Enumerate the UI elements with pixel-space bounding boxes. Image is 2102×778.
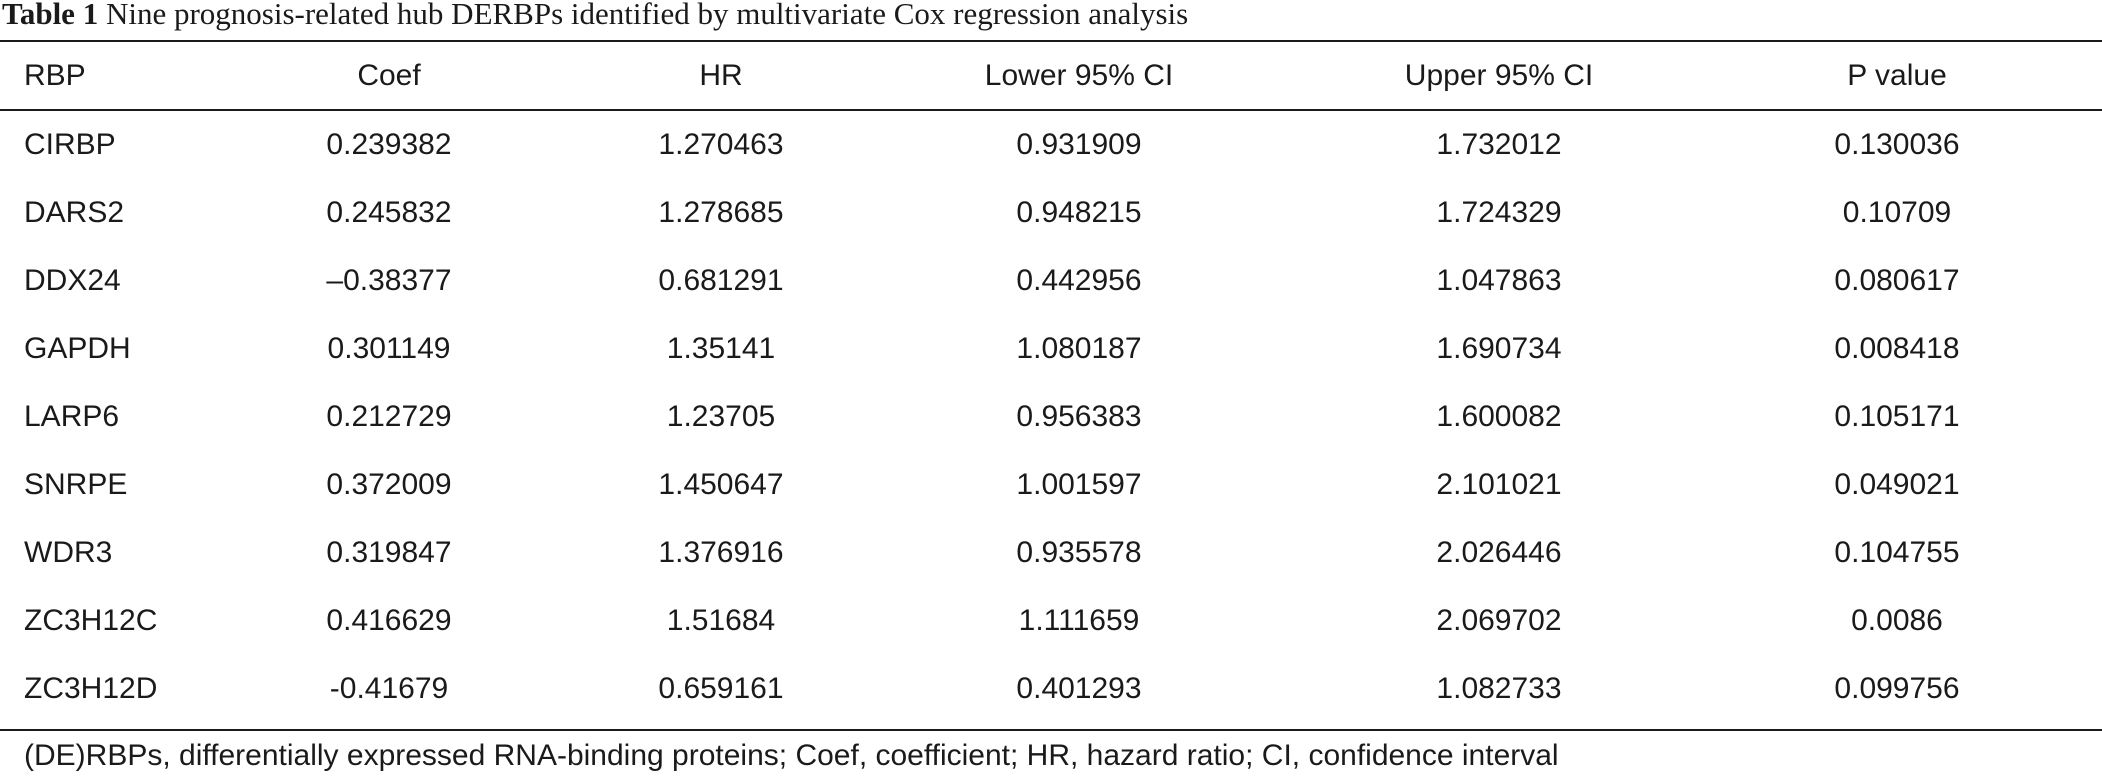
cell-upper-ci: 1.600082	[1436, 400, 1562, 433]
cell-lower-ci: 1.080187	[1016, 332, 1142, 365]
cell-hr: 1.23705	[666, 400, 776, 433]
cell-rbp: ZC3H12D	[24, 672, 158, 705]
cell-rbp: LARP6	[24, 400, 120, 433]
cell-lower-ci: 1.001597	[1016, 468, 1142, 501]
cell-hr: 0.659161	[658, 672, 784, 705]
cell-upper-ci: 1.732012	[1436, 128, 1562, 161]
cell-coef: 0.416629	[326, 604, 452, 637]
cell-lower-ci: 0.956383	[1016, 400, 1142, 433]
cell-upper-ci: 1.724329	[1436, 196, 1562, 229]
cell-hr: 1.35141	[666, 332, 776, 365]
header-hr: HR	[699, 59, 743, 92]
table-footnote: (DE)RBPs, differentially expressed RNA-b…	[24, 739, 1559, 772]
cell-upper-ci: 1.047863	[1436, 264, 1562, 297]
cell-upper-ci: 2.069702	[1436, 604, 1562, 637]
cell-p-value: 0.130036	[1834, 128, 1960, 161]
cell-upper-ci: 2.101021	[1436, 468, 1562, 501]
table-row: DARS2 0.245832 1.278685 0.948215 1.72432…	[0, 179, 2102, 247]
table-bottom-rule	[0, 729, 2102, 731]
table-row: DDX24 –0.38377 0.681291 0.442956 1.04786…	[0, 247, 2102, 315]
cell-upper-ci: 1.690734	[1436, 332, 1562, 365]
cell-rbp: DARS2	[24, 196, 125, 229]
table-row: ZC3H12D -0.41679 0.659161 0.401293 1.082…	[0, 655, 2102, 723]
table-caption-text: Nine prognosis-related hub DERBPs identi…	[105, 0, 1189, 31]
cell-rbp: WDR3	[24, 536, 113, 569]
cell-lower-ci: 0.931909	[1016, 128, 1142, 161]
cell-hr: 1.376916	[658, 536, 784, 569]
cell-coef: 0.372009	[326, 468, 452, 501]
cell-p-value: 0.080617	[1834, 264, 1960, 297]
cell-coef: 0.301149	[327, 332, 451, 365]
cell-coef: -0.41679	[329, 672, 449, 705]
cell-p-value: 0.099756	[1834, 672, 1960, 705]
cell-rbp: SNRPE	[24, 468, 128, 501]
table-header-rule	[0, 109, 2102, 111]
cell-coef: 0.319847	[326, 536, 452, 569]
table-row: GAPDH 0.301149 1.35141 1.080187 1.690734…	[0, 315, 2102, 383]
header-p-value: P value	[1847, 59, 1947, 92]
table-row: WDR3 0.319847 1.376916 0.935578 2.026446…	[0, 519, 2102, 587]
header-coef: Coef	[357, 59, 421, 92]
cell-hr: 1.270463	[658, 128, 784, 161]
cell-hr: 1.450647	[658, 468, 784, 501]
cell-rbp: CIRBP	[24, 128, 116, 161]
cell-upper-ci: 2.026446	[1436, 536, 1562, 569]
table-header-row: RBP Coef HR Lower 95% CI Upper 95% CI P …	[0, 42, 2102, 110]
header-rbp: RBP	[24, 59, 86, 92]
table-row: LARP6 0.212729 1.23705 0.956383 1.600082…	[0, 383, 2102, 451]
cell-hr: 1.278685	[658, 196, 784, 229]
cell-coef: 0.245832	[326, 196, 452, 229]
cell-rbp: ZC3H12C	[24, 604, 158, 637]
table-top-rule	[0, 40, 2102, 42]
cell-lower-ci: 0.442956	[1016, 264, 1142, 297]
table-caption-label: Table 1	[2, 0, 99, 31]
cell-p-value: 0.10709	[1842, 196, 1952, 229]
cell-rbp: DDX24	[24, 264, 121, 297]
cell-rbp: GAPDH	[24, 332, 131, 365]
cell-lower-ci: 0.401293	[1016, 672, 1142, 705]
header-lower-ci: Lower 95% CI	[984, 59, 1174, 92]
cell-lower-ci: 0.935578	[1016, 536, 1142, 569]
table-row: CIRBP 0.239382 1.270463 0.931909 1.73201…	[0, 111, 2102, 179]
cell-p-value: 0.0086	[1851, 604, 1943, 637]
header-upper-ci: Upper 95% CI	[1404, 59, 1594, 92]
cell-p-value: 0.049021	[1834, 468, 1960, 501]
cell-coef: 0.212729	[326, 400, 452, 433]
cell-lower-ci: 1.111659	[1018, 604, 1140, 637]
table-row: SNRPE 0.372009 1.450647 1.001597 2.10102…	[0, 451, 2102, 519]
cell-p-value: 0.104755	[1834, 536, 1960, 569]
cell-coef: –0.38377	[326, 264, 452, 297]
cell-upper-ci: 1.082733	[1436, 672, 1562, 705]
cell-p-value: 0.105171	[1834, 400, 1960, 433]
table-caption: Table 1 Nine prognosis-related hub DERBP…	[2, 0, 1188, 34]
cell-lower-ci: 0.948215	[1016, 196, 1142, 229]
cell-p-value: 0.008418	[1834, 332, 1960, 365]
cell-hr: 1.51684	[666, 604, 776, 637]
table-row: ZC3H12C 0.416629 1.51684 1.111659 2.0697…	[0, 587, 2102, 655]
cell-coef: 0.239382	[326, 128, 452, 161]
cell-hr: 0.681291	[658, 264, 784, 297]
